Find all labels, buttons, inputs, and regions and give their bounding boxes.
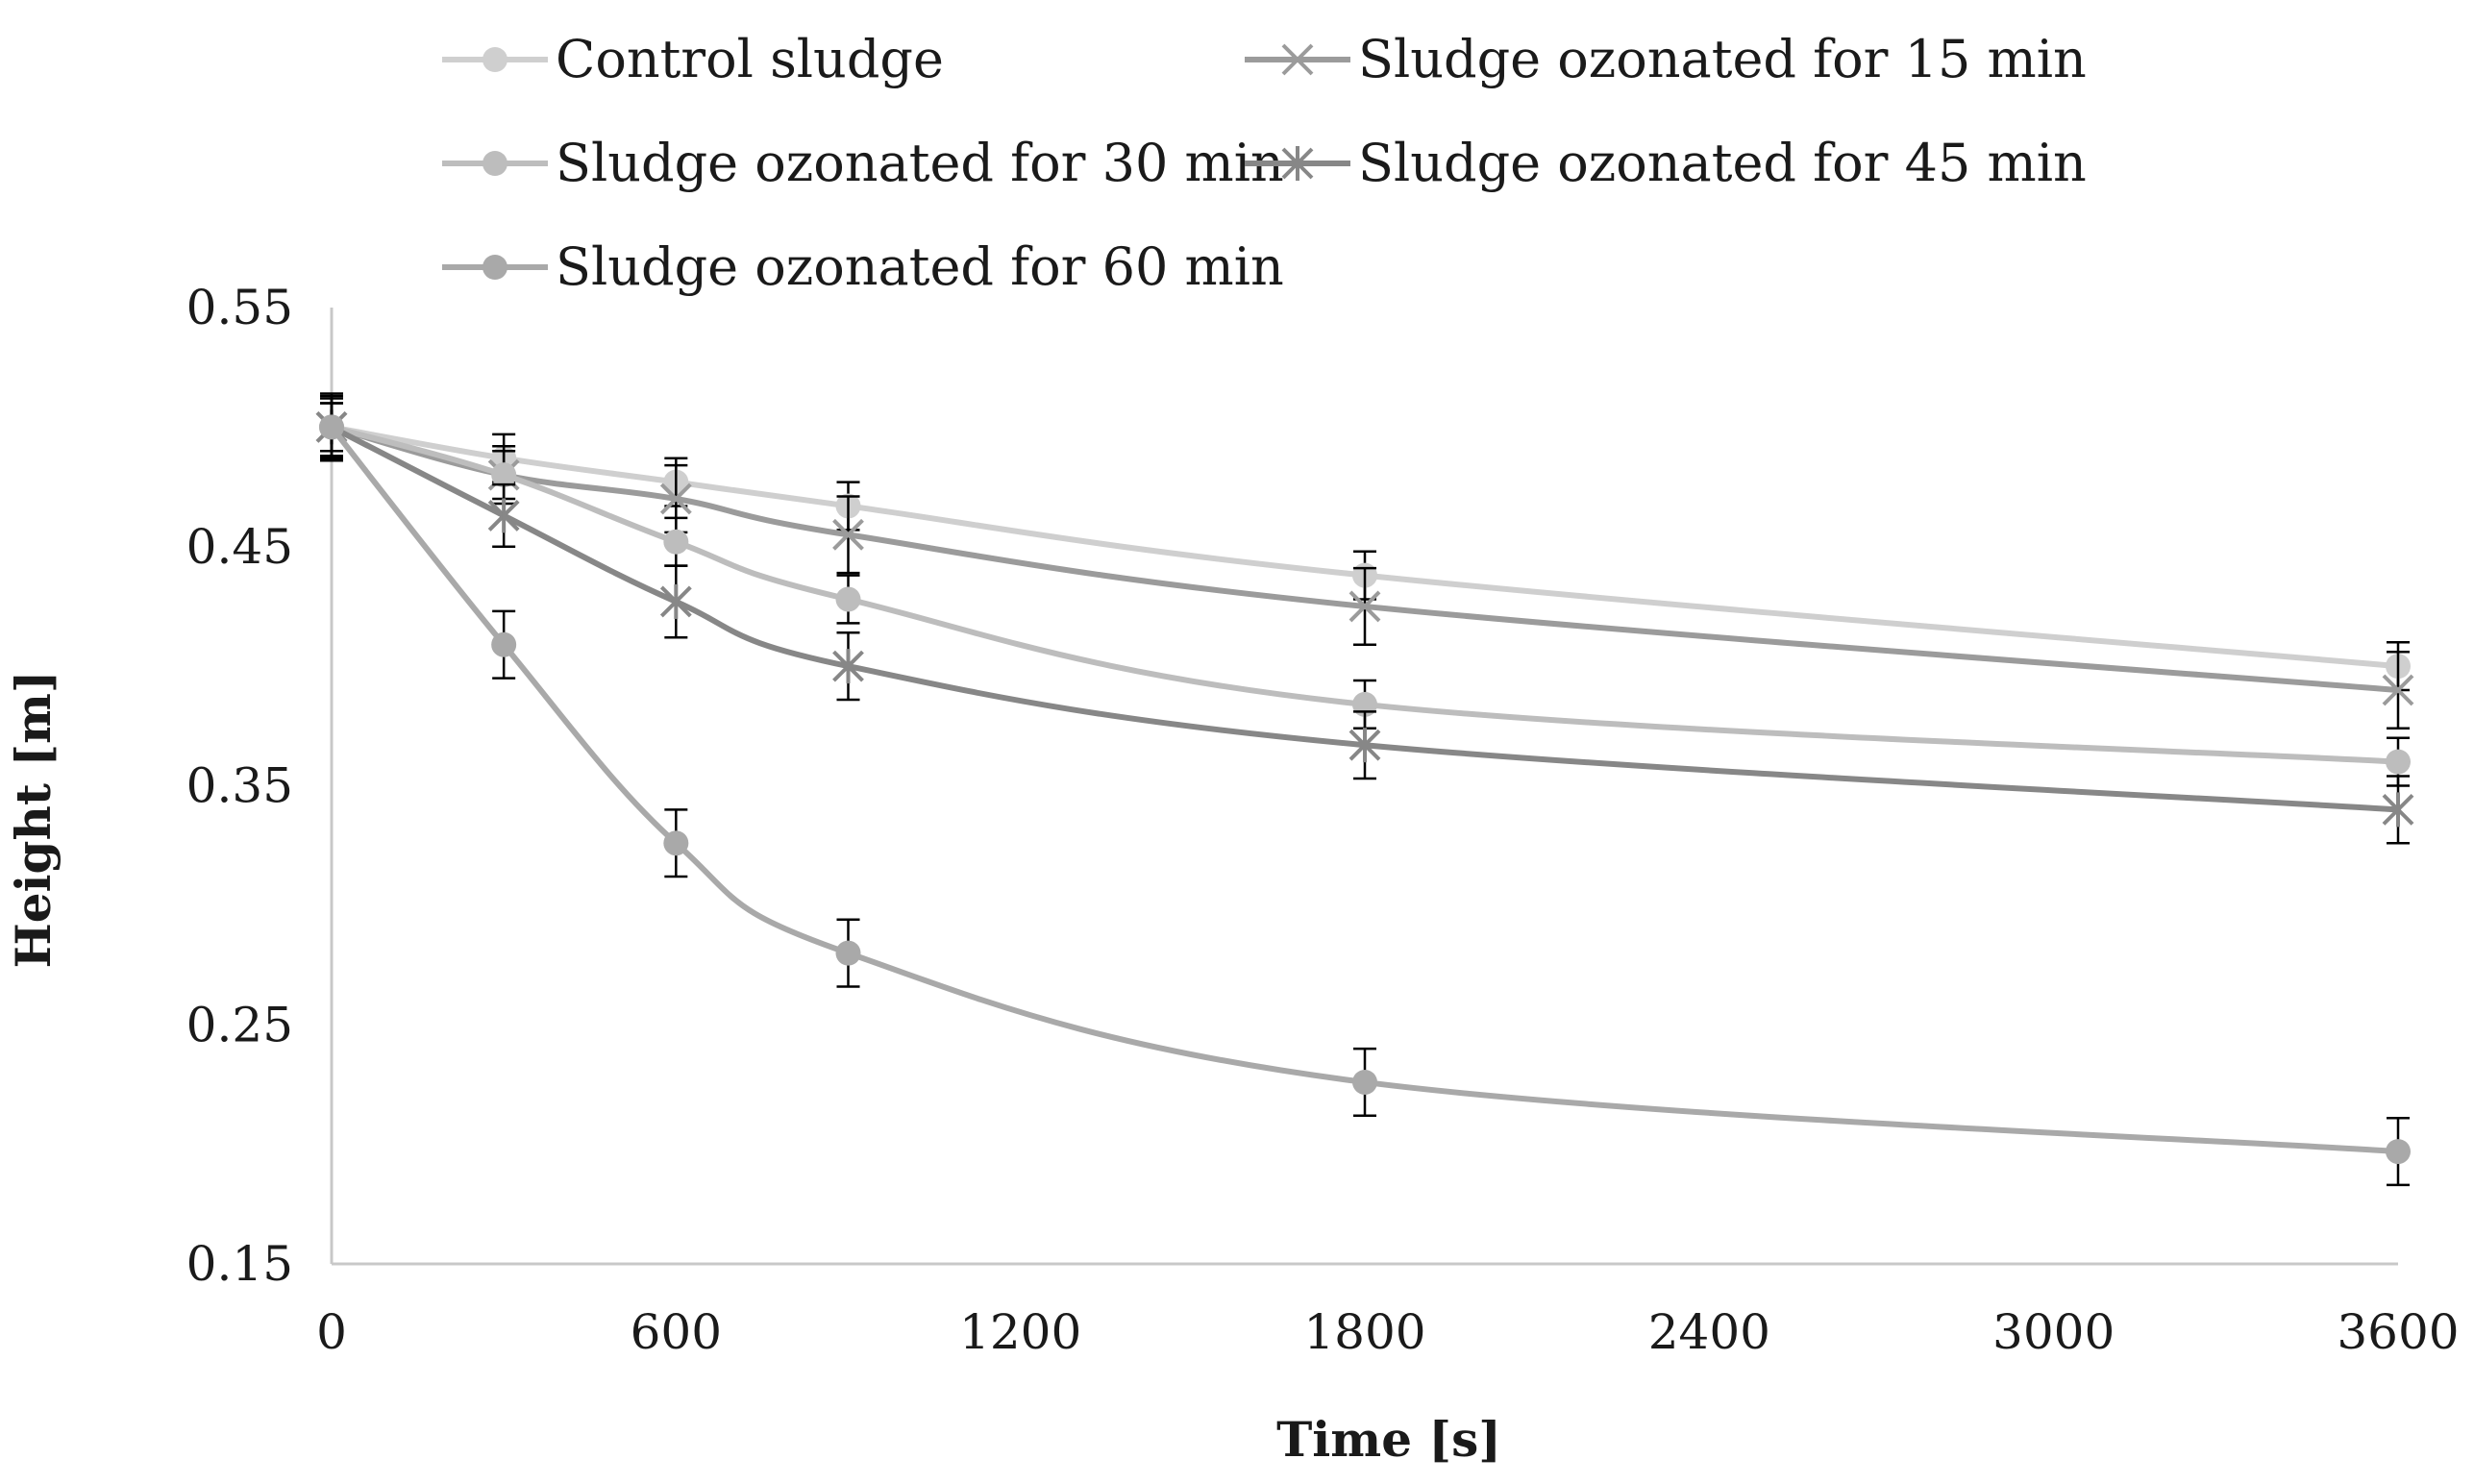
y-tick-label: 0.15 [186, 1236, 293, 1292]
y-tick-label: 0.45 [186, 519, 293, 575]
data-point [1348, 590, 1381, 623]
series-line [329, 424, 2401, 765]
x-tick-label: 2400 [1648, 1304, 1770, 1360]
legend-label: Sludge ozonated for 15 min [1358, 29, 2087, 89]
data-point [487, 498, 520, 533]
legend-label: Control sludge [556, 29, 944, 89]
legend-item: Control sludge [442, 29, 944, 89]
data-point [491, 462, 517, 488]
x-tick-label: 3000 [1992, 1304, 2115, 1360]
series-line [329, 424, 2401, 670]
legend-marker [482, 255, 507, 280]
data-point [835, 940, 861, 966]
legend-label: Sludge ozonated for 30 min [556, 133, 1284, 193]
legend-item: Sludge ozonated for 30 min [442, 133, 1284, 193]
series-layer [315, 392, 2414, 1187]
data-point [663, 529, 689, 555]
legend-marker [1281, 146, 1314, 181]
series-5 [319, 392, 2411, 1187]
chart-legend: Control sludge Sludge ozonated for 15 min… [442, 29, 2087, 297]
data-point [491, 631, 517, 657]
data-point [2386, 1139, 2411, 1165]
y-axis-ticks: 0.15 0.25 0.35 0.45 0.55 [186, 280, 293, 1292]
series-1 [319, 402, 2411, 692]
data-point [2382, 792, 2414, 828]
x-axis-title: Time [s] [1276, 1411, 1501, 1468]
data-point [1348, 728, 1381, 763]
y-tick-label: 0.55 [186, 280, 293, 335]
data-point [319, 414, 344, 440]
y-tick-label: 0.35 [186, 758, 293, 814]
data-point [659, 482, 692, 515]
series-line [329, 424, 2401, 1155]
x-tick-label: 1800 [1303, 1304, 1425, 1360]
legend-marker [1281, 43, 1314, 76]
data-point [832, 518, 864, 551]
x-tick-label: 600 [631, 1304, 722, 1360]
data-point [1352, 1069, 1377, 1095]
chart-axes: 0.15 0.25 0.35 0.45 0.55 0 600 1200 1800 2400 300… [5, 280, 2460, 1468]
legend-item: Sludge ozonated for 45 min [1245, 133, 2087, 193]
data-point [2382, 674, 2414, 706]
legend-marker [482, 151, 507, 176]
legend-item: Sludge ozonated for 15 min [1245, 29, 2087, 89]
series-line [329, 424, 2401, 813]
x-tick-label: 0 [316, 1304, 347, 1360]
y-tick-label: 0.25 [186, 997, 293, 1052]
y-axis-title: Height [m] [5, 670, 62, 968]
data-point [835, 586, 861, 612]
data-point [659, 583, 692, 619]
legend-marker [482, 47, 507, 72]
x-axis-ticks: 0 600 1200 1800 2400 3000 3600 [316, 1304, 2460, 1360]
x-tick-label: 1200 [959, 1304, 1081, 1360]
series-4 [315, 394, 2414, 845]
x-tick-label: 3600 [2337, 1304, 2459, 1360]
legend-label: Sludge ozonated for 60 min [556, 236, 1284, 297]
data-point [832, 649, 864, 684]
legend-label: Sludge ozonated for 45 min [1358, 133, 2087, 193]
data-point [663, 830, 689, 856]
legend-item: Sludge ozonated for 60 min [442, 236, 1284, 297]
data-point [2386, 749, 2411, 775]
